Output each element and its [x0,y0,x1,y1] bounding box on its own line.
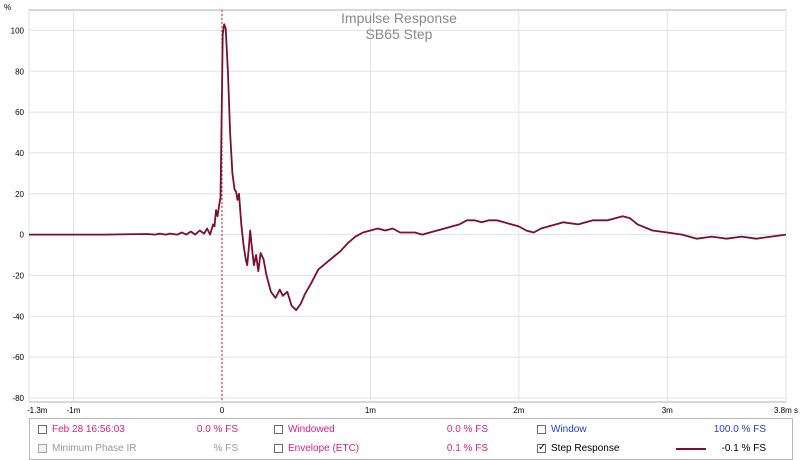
y-tick-label: 100 [11,26,25,35]
windowed-label: Windowed [288,424,335,435]
y-tick-label: 80 [15,67,24,76]
chart-subtitle: SB65 Step [366,26,433,42]
window-label: Window [551,424,587,435]
x-tick-label: -1m [67,406,81,415]
step-response-label: Step Response [551,443,620,454]
envelope-checkbox[interactable] [274,444,283,453]
envelope-value: 0.1 % FS [446,443,488,454]
x-tick-label: 1m [365,406,376,415]
x-tick-label: 3m [662,406,673,415]
windowed-checkbox[interactable] [274,425,283,434]
y-unit-label: % [4,3,11,12]
step-response-value: -0.1 % FS [721,443,766,454]
x-tick-label: -1.3m [27,406,48,415]
minimum-phase-label: Minimum Phase IR [52,443,137,454]
step-response-swatch [676,448,706,450]
windowed-value: 0.0 % FS [446,424,488,435]
y-tick-label: -80 [12,394,24,403]
envelope-label: Envelope (ETC) [288,443,360,454]
minimum-phase-checkbox[interactable] [38,444,47,453]
y-tick-label: -20 [12,271,24,280]
plot-series [29,23,787,311]
y-tick-label: 20 [15,190,24,199]
y-tick-label: 0 [20,231,25,240]
x-tick-label: 2m [513,406,524,415]
plot-frame [28,9,787,403]
impulse-response-plot[interactable]: -80 -60 -40 -20 0 20 40 60 80 100 -1.3m -1m 0 1m 2m 3m 3… [0,0,800,418]
measurement-value: 0.0 % FS [196,424,238,435]
measurement-label: Feb 28 16:56:03 [52,424,125,435]
y-tick-label: -60 [12,353,24,362]
y-tick-label: 40 [15,149,24,158]
window-checkbox[interactable] [537,425,546,434]
y-tick-label: 60 [15,108,24,117]
minimum-phase-value: % FS [213,443,238,454]
plot-grid [28,9,787,403]
x-tick-label: 0 [220,406,225,415]
measurement-checkbox[interactable] [38,425,47,434]
step-response-trace [29,23,787,311]
window-value: 100.0 % FS [713,424,766,435]
x-tick-label: 3.8m s [774,406,798,415]
chart-title: Impulse Response [341,10,457,26]
legend-panel: Feb 28 16:56:03 0.0 % FS Windowed 0.0 % … [29,418,793,460]
step-response-checkbox[interactable] [537,442,546,454]
y-tick-label: -40 [12,312,24,321]
